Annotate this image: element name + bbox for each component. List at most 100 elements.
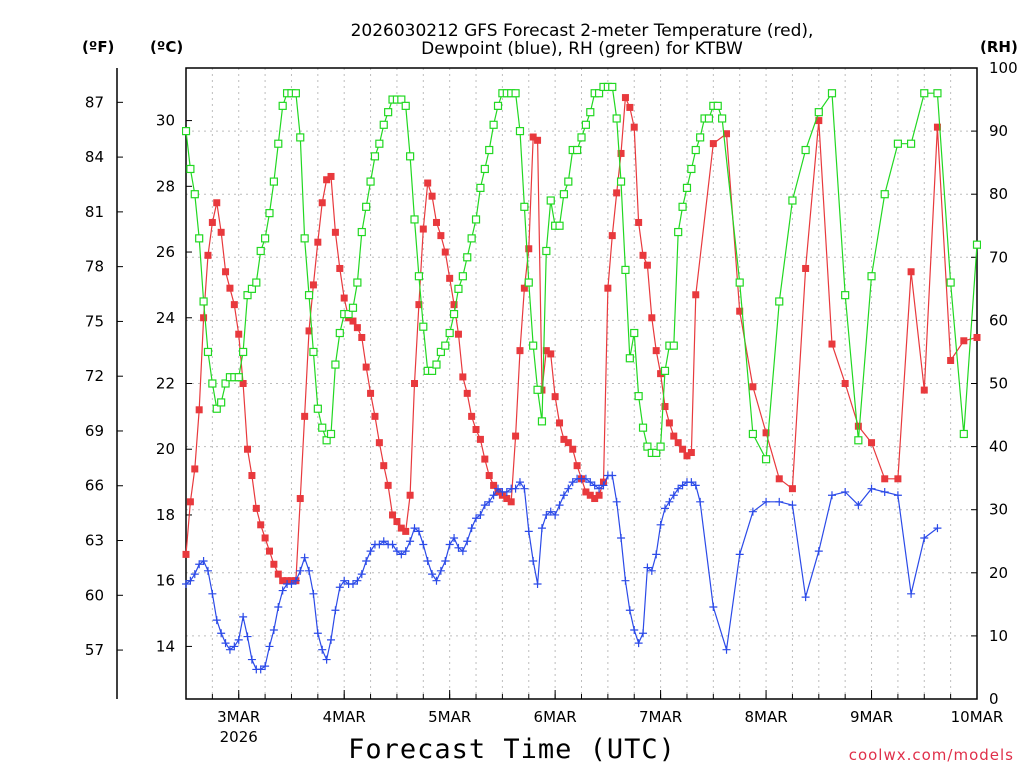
data-point-temperature: [226, 284, 234, 292]
data-point-temperature: [841, 380, 849, 387]
data-point-dewpoint: [274, 602, 283, 611]
gridlines: [186, 68, 977, 699]
data-point-temperature: [652, 347, 660, 355]
data-point-temperature: [195, 406, 203, 414]
data-point-dewpoint: [441, 556, 450, 565]
data-point-temperature: [692, 291, 700, 299]
data-point-temperature: [208, 218, 216, 226]
data-point-rh: [656, 442, 665, 451]
data-point-rh: [458, 272, 467, 281]
data-point-dewpoint: [709, 602, 718, 611]
data-point-rh: [384, 108, 393, 117]
data-point-temperature: [415, 301, 423, 309]
data-point-dewpoint: [436, 566, 445, 575]
data-point-rh: [533, 385, 542, 394]
data-point-temperature: [446, 274, 454, 282]
data-point-dewpoint: [933, 524, 942, 533]
data-point-rh: [485, 145, 494, 155]
data-point-rh: [208, 379, 217, 388]
data-point-dewpoint: [511, 484, 520, 493]
data-point-rh: [660, 366, 670, 375]
data-point-temperature: [643, 261, 651, 269]
data-point-dewpoint: [691, 481, 700, 490]
data-point-dewpoint: [217, 629, 226, 638]
x-tick-label: 7MAR: [639, 708, 682, 726]
data-point-dewpoint: [247, 655, 256, 664]
data-point-temperature: [318, 199, 326, 207]
data-point-temperature: [868, 439, 876, 447]
credit-text: coolwx.com/models: [849, 746, 1014, 764]
data-point-dewpoint: [190, 570, 199, 579]
data-point-dewpoint: [225, 645, 234, 654]
data-point-temperature: [257, 521, 265, 529]
data-point-temperature: [621, 94, 629, 102]
data-point-temperature: [665, 419, 673, 427]
data-point-dewpoint: [656, 520, 665, 529]
data-point-temperature: [424, 179, 432, 187]
data-point-temperature: [674, 439, 682, 447]
data-point-rh: [278, 101, 287, 110]
data-point-temperature: [384, 481, 392, 489]
data-point-dewpoint: [313, 629, 322, 638]
unit-label-celsius: (ºC): [150, 38, 183, 56]
data-point-temperature: [204, 251, 212, 259]
unit-label-rh: (RH): [980, 38, 1018, 56]
fahrenheit-tick-label: 75: [85, 312, 104, 330]
data-point-rh: [775, 297, 784, 306]
data-point-rh: [274, 139, 283, 148]
data-point-dewpoint: [379, 537, 388, 546]
data-point-rh: [265, 209, 274, 218]
data-point-dewpoint: [230, 642, 239, 651]
data-point-dewpoint: [775, 497, 784, 506]
data-point-rh: [357, 227, 366, 237]
x-tick-label: 10MAR: [951, 708, 1004, 726]
data-point-temperature: [973, 333, 981, 341]
data-point-temperature: [736, 307, 744, 315]
data-point-rh: [304, 291, 314, 300]
data-point-temperature: [314, 238, 322, 246]
x-tick-label: 5MAR: [428, 708, 471, 726]
data-point-dewpoint: [212, 616, 221, 625]
data-point-temperature: [476, 435, 484, 443]
data-point-rh: [827, 89, 837, 98]
rh-tick-label: 90: [989, 122, 1008, 140]
data-point-temperature: [375, 439, 383, 447]
data-point-rh: [678, 202, 687, 211]
data-point-rh: [718, 114, 727, 123]
data-point-rh: [296, 133, 305, 142]
data-point-dewpoint: [392, 547, 401, 556]
data-point-temperature: [331, 228, 339, 236]
data-point-rh: [401, 101, 410, 110]
data-point-temperature: [393, 518, 401, 526]
data-point-dewpoint: [243, 632, 252, 641]
data-point-rh: [634, 392, 643, 401]
fahrenheit-tick-label: 66: [85, 477, 104, 495]
data-point-rh: [427, 366, 437, 375]
rh-tick-label: 70: [989, 248, 1008, 266]
data-point-rh: [788, 196, 797, 205]
data-point-temperature: [635, 218, 643, 226]
data-point-rh: [379, 120, 388, 129]
data-point-rh: [555, 221, 564, 230]
data-point-temperature: [367, 389, 375, 397]
data-point-dewpoint: [920, 533, 929, 542]
data-point-temperature: [353, 324, 361, 332]
data-point-dewpoint: [524, 527, 533, 536]
data-point-dewpoint: [841, 487, 850, 496]
data-point-rh: [489, 120, 498, 129]
data-point-temperature: [617, 149, 625, 157]
data-point-temperature: [309, 281, 317, 289]
data-point-dewpoint: [366, 547, 375, 556]
data-point-dewpoint: [748, 507, 757, 516]
data-point-dewpoint: [428, 570, 437, 579]
data-point-rh: [682, 183, 692, 192]
data-point-dewpoint: [788, 501, 797, 510]
data-point-temperature: [516, 347, 524, 355]
data-point-dewpoint: [454, 543, 463, 552]
data-point-temperature: [503, 495, 511, 503]
data-point-temperature: [463, 389, 471, 397]
data-point-temperature: [472, 426, 480, 434]
data-point-dewpoint: [182, 579, 190, 588]
data-point-rh: [854, 436, 863, 445]
data-point-temperature: [230, 301, 238, 309]
